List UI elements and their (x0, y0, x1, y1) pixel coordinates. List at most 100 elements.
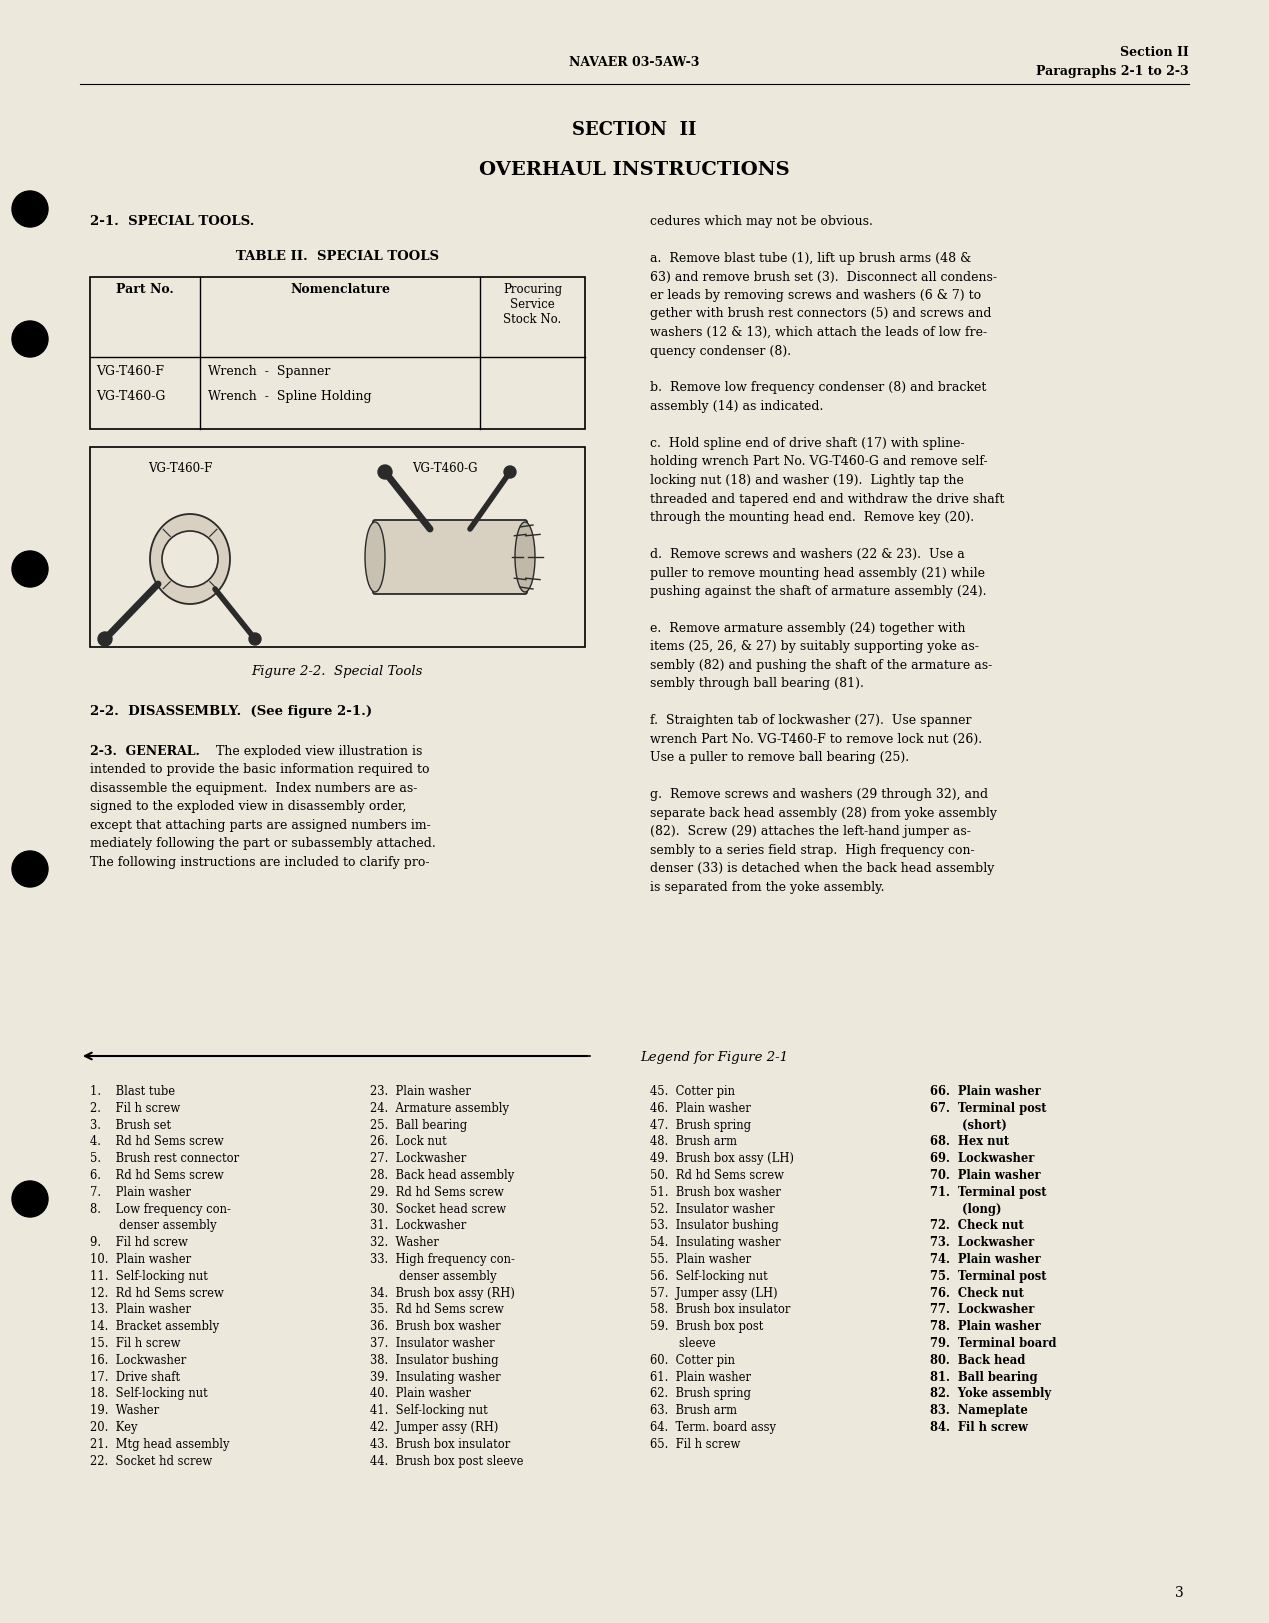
Text: 43.  Brush box insulator: 43. Brush box insulator (371, 1436, 510, 1449)
Text: Paragraphs 2-1 to 2-3: Paragraphs 2-1 to 2-3 (1037, 65, 1189, 78)
Text: 10.  Plain washer: 10. Plain washer (90, 1253, 192, 1266)
Text: 17.  Drive shaft: 17. Drive shaft (90, 1370, 180, 1383)
Text: 3: 3 (1175, 1586, 1184, 1599)
Text: 33.  High frequency con-: 33. High frequency con- (371, 1253, 515, 1266)
Text: 35.  Rd hd Sems screw: 35. Rd hd Sems screw (371, 1303, 504, 1316)
Text: 2-1.  SPECIAL TOOLS.: 2-1. SPECIAL TOOLS. (90, 214, 254, 227)
Text: 74.  Plain washer: 74. Plain washer (930, 1253, 1041, 1266)
Text: 22.  Socket hd screw: 22. Socket hd screw (90, 1454, 212, 1467)
Text: assembly (14) as indicated.: assembly (14) as indicated. (650, 399, 824, 412)
Text: 2-3.  GENERAL.: 2-3. GENERAL. (90, 745, 201, 758)
Text: 15.  Fil h screw: 15. Fil h screw (90, 1336, 180, 1349)
Text: 37.  Insulator washer: 37. Insulator washer (371, 1336, 495, 1349)
Text: (82).  Screw (29) attaches the left-hand jumper as-: (82). Screw (29) attaches the left-hand … (650, 824, 971, 837)
Text: 52.  Insulator washer: 52. Insulator washer (650, 1203, 774, 1216)
Text: 48.  Brush arm: 48. Brush arm (650, 1134, 737, 1147)
Text: 41.  Self-locking nut: 41. Self-locking nut (371, 1404, 487, 1417)
Text: 59.  Brush box post: 59. Brush box post (650, 1319, 764, 1332)
Text: 69.  Lockwasher: 69. Lockwasher (930, 1151, 1034, 1164)
Text: 62.  Brush spring: 62. Brush spring (650, 1386, 751, 1399)
Text: sembly to a series field strap.  High frequency con-: sembly to a series field strap. High fre… (650, 844, 975, 857)
Text: 42.  Jumper assy (RH): 42. Jumper assy (RH) (371, 1420, 499, 1433)
Text: mediately following the part or subassembly attached.: mediately following the part or subassem… (90, 837, 435, 850)
Text: Wrench  -  Spanner: Wrench - Spanner (208, 365, 330, 378)
Text: b.  Remove low frequency condenser (8) and bracket: b. Remove low frequency condenser (8) an… (650, 381, 986, 394)
Text: 51.  Brush box washer: 51. Brush box washer (650, 1185, 780, 1198)
Text: gether with brush rest connectors (5) and screws and: gether with brush rest connectors (5) an… (650, 307, 991, 320)
Text: 2-2.  DISASSEMBLY.  (See figure 2-1.): 2-2. DISASSEMBLY. (See figure 2-1.) (90, 704, 372, 717)
Text: 60.  Cotter pin: 60. Cotter pin (650, 1354, 735, 1367)
Circle shape (98, 633, 112, 646)
Circle shape (378, 466, 392, 480)
Text: 8.    Low frequency con-: 8. Low frequency con- (90, 1203, 231, 1216)
Text: 83.  Nameplate: 83. Nameplate (930, 1404, 1028, 1417)
Text: Wrench  -  Spline Holding: Wrench - Spline Holding (208, 390, 372, 403)
Text: 31.  Lockwasher: 31. Lockwasher (371, 1219, 466, 1232)
Text: items (25, 26, & 27) by suitably supporting yoke as-: items (25, 26, & 27) by suitably support… (650, 639, 978, 652)
Text: denser (33) is detached when the back head assembly: denser (33) is detached when the back he… (650, 862, 995, 875)
Text: 63) and remove brush set (3).  Disconnect all condens-: 63) and remove brush set (3). Disconnect… (650, 271, 997, 284)
Text: 3.    Brush set: 3. Brush set (90, 1118, 171, 1131)
Text: (short): (short) (930, 1118, 1006, 1131)
Text: 76.  Check nut: 76. Check nut (930, 1285, 1024, 1298)
Text: Section II: Section II (1121, 45, 1189, 58)
Text: 18.  Self-locking nut: 18. Self-locking nut (90, 1386, 208, 1399)
Circle shape (11, 192, 48, 227)
Text: The following instructions are included to clarify pro-: The following instructions are included … (90, 855, 429, 868)
Text: 4.    Rd hd Sems screw: 4. Rd hd Sems screw (90, 1134, 223, 1147)
Text: locking nut (18) and washer (19).  Lightly tap the: locking nut (18) and washer (19). Lightl… (650, 474, 964, 487)
Text: er leads by removing screws and washers (6 & 7) to: er leads by removing screws and washers … (650, 289, 981, 302)
Text: 24.  Armature assembly: 24. Armature assembly (371, 1100, 509, 1113)
Text: 21.  Mtg head assembly: 21. Mtg head assembly (90, 1436, 230, 1449)
Text: 34.  Brush box assy (RH): 34. Brush box assy (RH) (371, 1285, 515, 1298)
Text: quency condenser (8).: quency condenser (8). (650, 344, 791, 357)
Text: except that attaching parts are assigned numbers im-: except that attaching parts are assigned… (90, 818, 430, 831)
Text: signed to the exploded view in disassembly order,: signed to the exploded view in disassemb… (90, 800, 406, 813)
Text: 67.  Terminal post: 67. Terminal post (930, 1100, 1047, 1113)
Text: 68.  Hex nut: 68. Hex nut (930, 1134, 1009, 1147)
Text: 27.  Lockwasher: 27. Lockwasher (371, 1151, 466, 1164)
Text: sembly through ball bearing (81).: sembly through ball bearing (81). (650, 677, 864, 690)
Text: 19.  Washer: 19. Washer (90, 1404, 159, 1417)
Text: 57.  Jumper assy (LH): 57. Jumper assy (LH) (650, 1285, 778, 1298)
Text: 25.  Ball bearing: 25. Ball bearing (371, 1118, 467, 1131)
Text: 82.  Yoke assembly: 82. Yoke assembly (930, 1386, 1051, 1399)
Text: 45.  Cotter pin: 45. Cotter pin (650, 1084, 735, 1097)
Text: 49.  Brush box assy (LH): 49. Brush box assy (LH) (650, 1151, 794, 1164)
Text: Use a puller to remove ball bearing (25).: Use a puller to remove ball bearing (25)… (650, 751, 909, 764)
Text: 66.  Plain washer: 66. Plain washer (930, 1084, 1041, 1097)
Text: 64.  Term. board assy: 64. Term. board assy (650, 1420, 777, 1433)
Text: sleeve: sleeve (650, 1336, 716, 1349)
Text: 30.  Socket head screw: 30. Socket head screw (371, 1203, 506, 1216)
Text: SECTION  II: SECTION II (572, 122, 697, 140)
Bar (90, 448, 585, 648)
Text: 73.  Lockwasher: 73. Lockwasher (930, 1235, 1034, 1248)
Circle shape (11, 552, 48, 588)
Circle shape (504, 467, 516, 479)
Text: 13.  Plain washer: 13. Plain washer (90, 1303, 192, 1316)
Circle shape (11, 1182, 48, 1217)
Text: 47.  Brush spring: 47. Brush spring (650, 1118, 751, 1131)
FancyBboxPatch shape (373, 521, 527, 594)
Text: Legend for Figure 2-1: Legend for Figure 2-1 (640, 1050, 788, 1063)
Ellipse shape (515, 523, 536, 592)
Text: Procuring
Service
Stock No.: Procuring Service Stock No. (503, 282, 562, 326)
Text: disassemble the equipment.  Index numbers are as-: disassemble the equipment. Index numbers… (90, 782, 418, 795)
Text: 50.  Rd hd Sems screw: 50. Rd hd Sems screw (650, 1169, 784, 1182)
Text: 1.    Blast tube: 1. Blast tube (90, 1084, 175, 1097)
Text: NAVAER 03-5AW-3: NAVAER 03-5AW-3 (570, 55, 699, 68)
Text: 26.  Lock nut: 26. Lock nut (371, 1134, 447, 1147)
Bar (90, 278, 585, 430)
Text: separate back head assembly (28) from yoke assembly: separate back head assembly (28) from yo… (650, 807, 997, 820)
Text: 81.  Ball bearing: 81. Ball bearing (930, 1370, 1038, 1383)
Text: 75.  Terminal post: 75. Terminal post (930, 1269, 1047, 1282)
Text: 84.  Fil h screw: 84. Fil h screw (930, 1420, 1028, 1433)
Text: pushing against the shaft of armature assembly (24).: pushing against the shaft of armature as… (650, 584, 986, 597)
Ellipse shape (365, 523, 385, 592)
Text: 16.  Lockwasher: 16. Lockwasher (90, 1354, 187, 1367)
Text: 44.  Brush box post sleeve: 44. Brush box post sleeve (371, 1454, 524, 1467)
Text: 14.  Bracket assembly: 14. Bracket assembly (90, 1319, 220, 1332)
Text: 61.  Plain washer: 61. Plain washer (650, 1370, 751, 1383)
Text: 29.  Rd hd Sems screw: 29. Rd hd Sems screw (371, 1185, 504, 1198)
Text: Figure 2-2.  Special Tools: Figure 2-2. Special Tools (251, 664, 423, 677)
